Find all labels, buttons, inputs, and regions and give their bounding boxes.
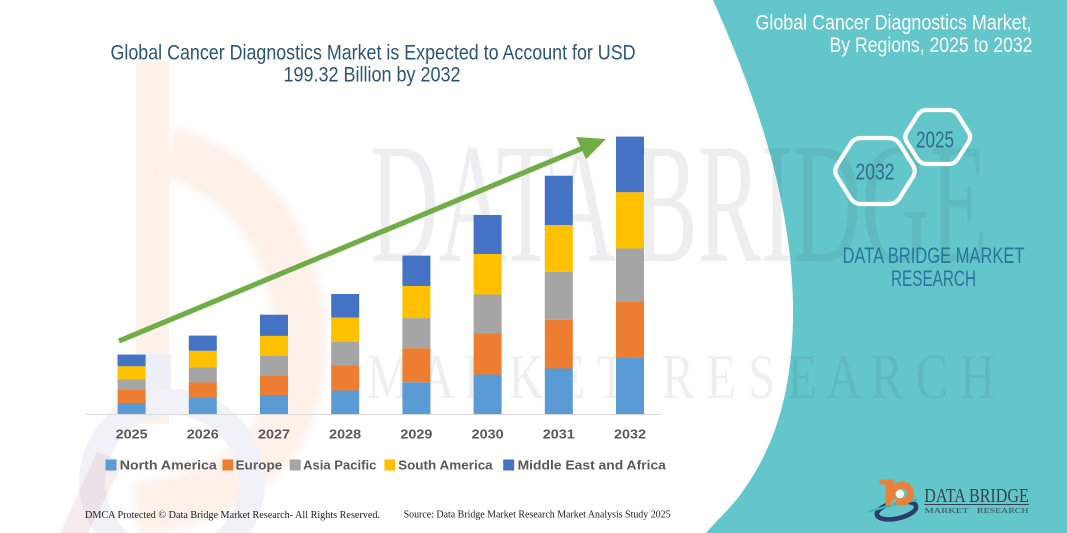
- svg-text:RESEARCH: RESEARCH: [977, 507, 1029, 515]
- svg-text:DATA BRIDGE: DATA BRIDGE: [924, 485, 1029, 507]
- svg-text:Source: Data Bridge Market Res: Source: Data Bridge Market Research Mark…: [404, 510, 671, 521]
- svg-text:Middle East and Africa: Middle East and Africa: [518, 459, 667, 473]
- svg-text:199.32 Billion by 2032: 199.32 Billion by 2032: [284, 63, 461, 87]
- svg-text:2029: 2029: [400, 427, 432, 442]
- svg-text:RESEARCH: RESEARCH: [891, 266, 976, 291]
- svg-text:Global Cancer Diagnostics Mark: Global Cancer Diagnostics Market,: [756, 11, 1032, 35]
- svg-text:Asia Pacific: Asia Pacific: [303, 459, 376, 473]
- svg-text:Global Cancer Diagnostics Mark: Global Cancer Diagnostics Market is Expe…: [111, 41, 636, 65]
- svg-text:DATA BRIDGE MARKET: DATA BRIDGE MARKET: [843, 243, 1025, 268]
- svg-text:2028: 2028: [329, 427, 361, 442]
- svg-text:2027: 2027: [258, 427, 290, 442]
- svg-text:South America: South America: [398, 459, 494, 473]
- svg-text:2032: 2032: [856, 159, 895, 185]
- svg-text:M A R K E T R E S E A R C H: M A R K E T R E S E A R C H: [367, 341, 995, 412]
- svg-text:2030: 2030: [472, 427, 504, 442]
- svg-text:MARKET: MARKET: [925, 507, 970, 515]
- svg-text:Europe: Europe: [236, 459, 283, 473]
- svg-text:DMCA Protected © Data Bridge M: DMCA Protected © Data Bridge Market Rese…: [85, 510, 380, 521]
- svg-text:2032: 2032: [614, 427, 646, 442]
- svg-text:North America: North America: [120, 459, 218, 473]
- svg-text:2025: 2025: [116, 427, 148, 442]
- svg-text:By Regions, 2025 to 2032: By Regions, 2025 to 2032: [830, 33, 1033, 57]
- svg-text:2026: 2026: [187, 427, 219, 442]
- svg-text:2031: 2031: [543, 427, 575, 442]
- svg-text:2025: 2025: [916, 127, 954, 153]
